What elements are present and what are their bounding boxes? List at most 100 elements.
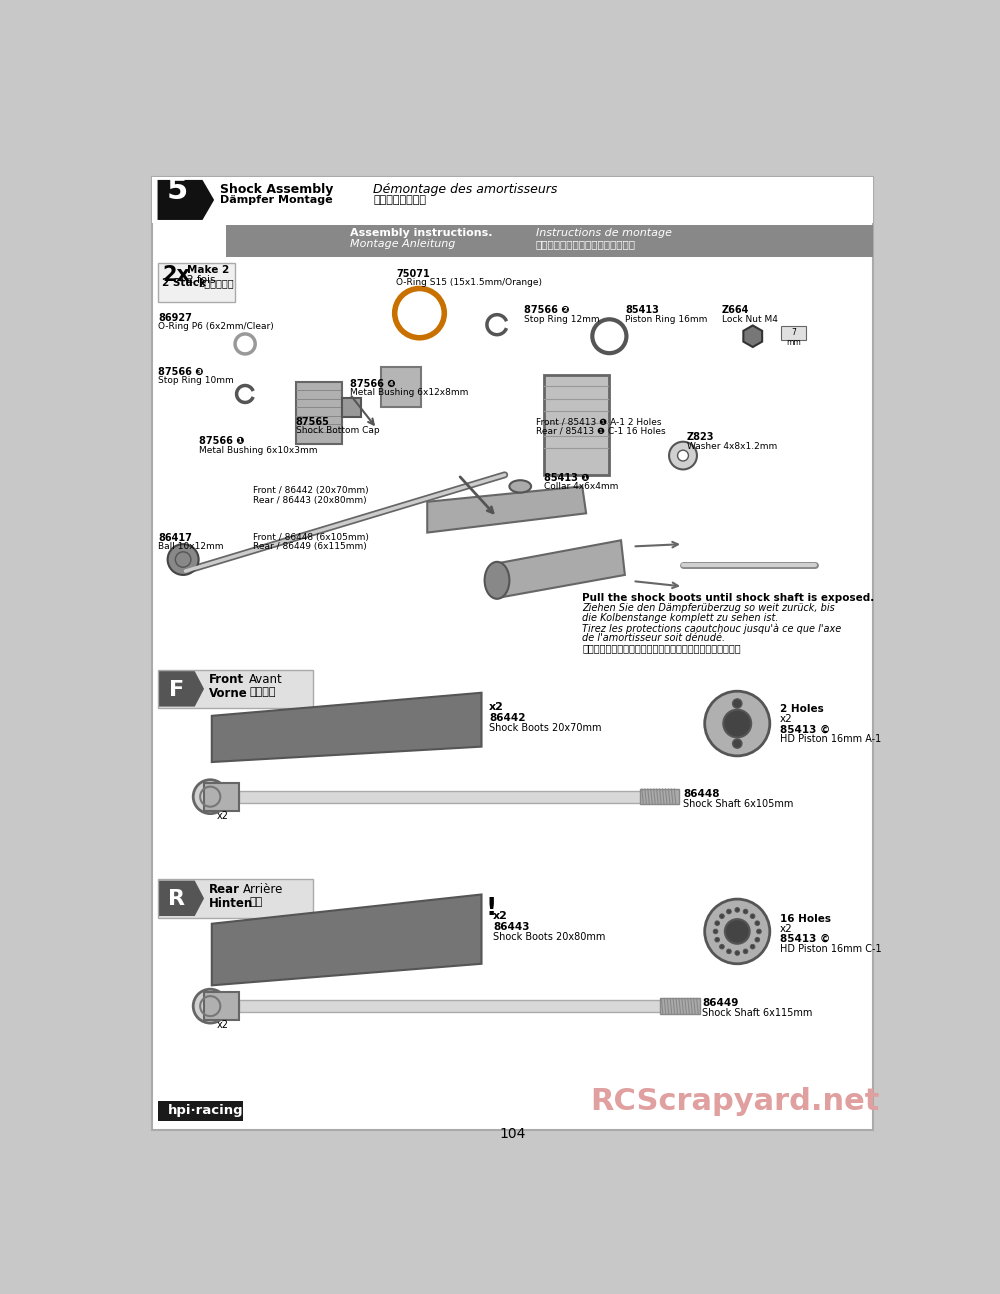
Text: Front / 86442 (20x70mm): Front / 86442 (20x70mm) xyxy=(253,487,368,496)
Polygon shape xyxy=(159,881,204,916)
Circle shape xyxy=(727,910,731,914)
Text: 87566 ❹: 87566 ❹ xyxy=(350,379,395,388)
Polygon shape xyxy=(212,894,482,985)
Circle shape xyxy=(723,709,751,738)
Bar xyxy=(781,326,806,340)
Bar xyxy=(660,999,700,1013)
Text: Stop Ring 12mm: Stop Ring 12mm xyxy=(524,314,600,324)
Text: Montage Anleitung: Montage Anleitung xyxy=(350,239,455,250)
Bar xyxy=(239,1000,661,1012)
Circle shape xyxy=(727,949,731,954)
Text: Shock Shaft 6x105mm: Shock Shaft 6x105mm xyxy=(683,798,793,809)
Text: 5: 5 xyxy=(167,176,188,206)
Text: Assembly instructions.: Assembly instructions. xyxy=(350,229,492,238)
Circle shape xyxy=(755,921,760,925)
Text: 7
mm: 7 mm xyxy=(786,327,801,347)
Text: O-Ring S15 (15x1.5mm/Orange): O-Ring S15 (15x1.5mm/Orange) xyxy=(396,278,542,287)
Text: Rear: Rear xyxy=(209,883,240,895)
Circle shape xyxy=(743,910,748,914)
Text: 86449: 86449 xyxy=(702,999,739,1008)
Text: 86442: 86442 xyxy=(489,713,526,723)
Bar xyxy=(544,375,609,475)
Bar xyxy=(239,791,642,802)
Text: F: F xyxy=(169,679,184,700)
Circle shape xyxy=(713,929,718,934)
Circle shape xyxy=(168,545,199,575)
Text: HD Piston 16mm A-1: HD Piston 16mm A-1 xyxy=(780,734,881,744)
Text: 86443: 86443 xyxy=(493,923,530,932)
Text: Metal Bushing 6x10x3mm: Metal Bushing 6x10x3mm xyxy=(199,445,317,454)
Polygon shape xyxy=(497,541,625,598)
Text: Instructions de montage: Instructions de montage xyxy=(536,229,672,238)
Ellipse shape xyxy=(509,480,531,493)
Text: 86417: 86417 xyxy=(158,533,192,542)
Text: リア: リア xyxy=(249,897,262,907)
Text: x2: x2 xyxy=(780,714,793,725)
Text: hpi·racing: hpi·racing xyxy=(168,1104,243,1117)
Text: Arrière: Arrière xyxy=(243,883,283,895)
Text: 87566 ❸: 87566 ❸ xyxy=(158,367,204,377)
Polygon shape xyxy=(159,672,204,707)
Text: 75071: 75071 xyxy=(396,269,430,280)
Text: 2x: 2x xyxy=(162,265,190,286)
Text: 86448: 86448 xyxy=(683,789,720,798)
Bar xyxy=(204,992,239,1020)
Text: Tirez les protections caoutchouc jusqu'à ce que l'axe: Tirez les protections caoutchouc jusqu'à… xyxy=(582,624,842,634)
Text: Pull the shock boots until shock shaft is exposed.: Pull the shock boots until shock shaft i… xyxy=(582,593,874,603)
Text: Collar 4x6x4mm: Collar 4x6x4mm xyxy=(544,481,618,490)
Circle shape xyxy=(735,951,740,955)
Ellipse shape xyxy=(485,562,509,599)
Circle shape xyxy=(705,691,770,756)
Bar xyxy=(152,177,873,223)
Text: Démontage des amortisseurs: Démontage des amortisseurs xyxy=(373,182,557,195)
Text: 2 Stück: 2 Stück xyxy=(162,278,206,289)
Bar xyxy=(381,367,421,408)
Text: x2: x2 xyxy=(489,701,504,712)
Text: x2: x2 xyxy=(216,810,228,820)
Text: 85413 ❶: 85413 ❶ xyxy=(544,472,589,483)
Text: de l'amortisseur soit dénudé.: de l'amortisseur soit dénudé. xyxy=(582,633,725,643)
Text: 86927: 86927 xyxy=(158,313,192,324)
Text: Shock Shaft 6x115mm: Shock Shaft 6x115mm xyxy=(702,1008,813,1018)
Text: x2: x2 xyxy=(216,1020,228,1030)
Bar xyxy=(204,783,239,810)
Text: die Kolbenstange komplett zu sehen ist.: die Kolbenstange komplett zu sehen ist. xyxy=(582,612,779,622)
Text: ショックの組立て: ショックの組立て xyxy=(373,195,426,206)
Circle shape xyxy=(733,739,742,748)
Circle shape xyxy=(678,450,688,461)
Text: O-Ring P6 (6x2mm/Clear): O-Ring P6 (6x2mm/Clear) xyxy=(158,322,274,331)
Text: Z823: Z823 xyxy=(687,432,714,443)
Text: Rear / 86443 (20x80mm): Rear / 86443 (20x80mm) xyxy=(253,496,366,505)
Text: フロント: フロント xyxy=(249,687,276,697)
Circle shape xyxy=(757,929,761,934)
Text: Stop Ring 10mm: Stop Ring 10mm xyxy=(158,377,234,386)
Text: HD Piston 16mm C-1: HD Piston 16mm C-1 xyxy=(780,943,882,954)
Bar xyxy=(342,397,361,417)
Text: 85413: 85413 xyxy=(625,305,659,316)
Text: Rear / 85413 ❶ C-1 16 Holes: Rear / 85413 ❶ C-1 16 Holes xyxy=(536,426,665,435)
Text: x2: x2 xyxy=(780,924,793,934)
Text: Rear / 86449 (6x115mm): Rear / 86449 (6x115mm) xyxy=(253,542,367,551)
Text: ショックエンドが見えるまでショックブーツを撮返します。: ショックエンドが見えるまでショックブーツを撮返します。 xyxy=(582,643,741,653)
Text: Avant: Avant xyxy=(249,673,283,687)
Text: ここから組み立て作業になります。: ここから組み立て作業になります。 xyxy=(536,239,636,250)
Text: Shock Bottom Cap: Shock Bottom Cap xyxy=(296,426,379,435)
Polygon shape xyxy=(427,487,586,533)
Text: 87566 ❶: 87566 ❶ xyxy=(199,436,244,446)
Circle shape xyxy=(720,945,724,949)
Text: Ball 10x12mm: Ball 10x12mm xyxy=(158,542,224,551)
Text: 87566 ❷: 87566 ❷ xyxy=(524,305,570,316)
Circle shape xyxy=(720,914,724,919)
Circle shape xyxy=(705,899,770,964)
Text: 2 fois: 2 fois xyxy=(187,274,216,285)
Bar xyxy=(158,669,313,708)
Text: Shock Boots 20x70mm: Shock Boots 20x70mm xyxy=(489,723,602,732)
Text: Front / 85413 ❶ A-1 2 Holes: Front / 85413 ❶ A-1 2 Holes xyxy=(536,417,661,426)
Circle shape xyxy=(193,780,227,814)
Text: 104: 104 xyxy=(499,1127,526,1141)
Circle shape xyxy=(750,914,755,919)
Circle shape xyxy=(193,989,227,1024)
Text: Ziehen Sie den Dämpferüberzug so weit zurück, bis: Ziehen Sie den Dämpferüberzug so weit zu… xyxy=(582,603,835,613)
Text: RCScrapyard.net: RCScrapyard.net xyxy=(590,1087,879,1115)
Text: x2: x2 xyxy=(493,911,508,921)
